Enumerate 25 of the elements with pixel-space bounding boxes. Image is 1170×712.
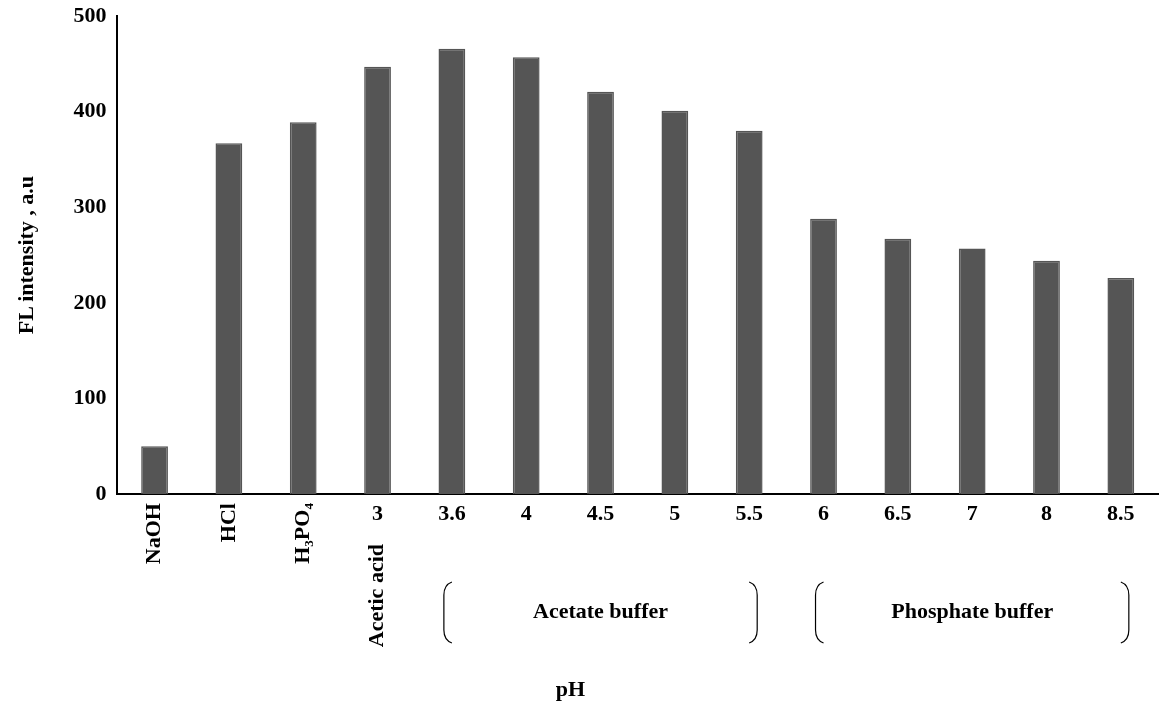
x-tick-label: 7 [966,499,978,525]
x-tick-label: HCl [214,503,240,543]
y-tick-label: 300 [73,193,107,219]
x-tick-label: 3 [372,499,384,525]
y-tick-label: 0 [95,479,107,505]
y-tick-label: 400 [73,97,107,123]
x-tick-label: 5.5 [735,499,763,525]
x-tick-label: NaOH [140,503,166,565]
text: pH [555,675,586,701]
text: Acetic acid [363,544,389,648]
text: Acetate buffer [533,597,669,623]
x-tick-label: H₃PO₄ [288,502,314,564]
y-tick-label: 500 [73,1,107,27]
x-tick-label: 5 [669,499,681,525]
x-tick-label: 4 [520,499,532,525]
x-tick-label: 6 [818,499,830,525]
x-tick-label: 3.6 [438,499,466,525]
x-tick-label: 8 [1041,499,1053,525]
text: Phosphate buffer [891,597,1054,623]
y-tick-label: 100 [73,384,107,410]
y-tick-label: 200 [73,288,107,314]
x-tick-label: 8.5 [1107,499,1135,525]
y-axis-title: FL intensity , a.u [12,175,38,335]
x-tick-label: 6.5 [884,499,912,525]
x-tick-label: 4.5 [586,499,615,525]
